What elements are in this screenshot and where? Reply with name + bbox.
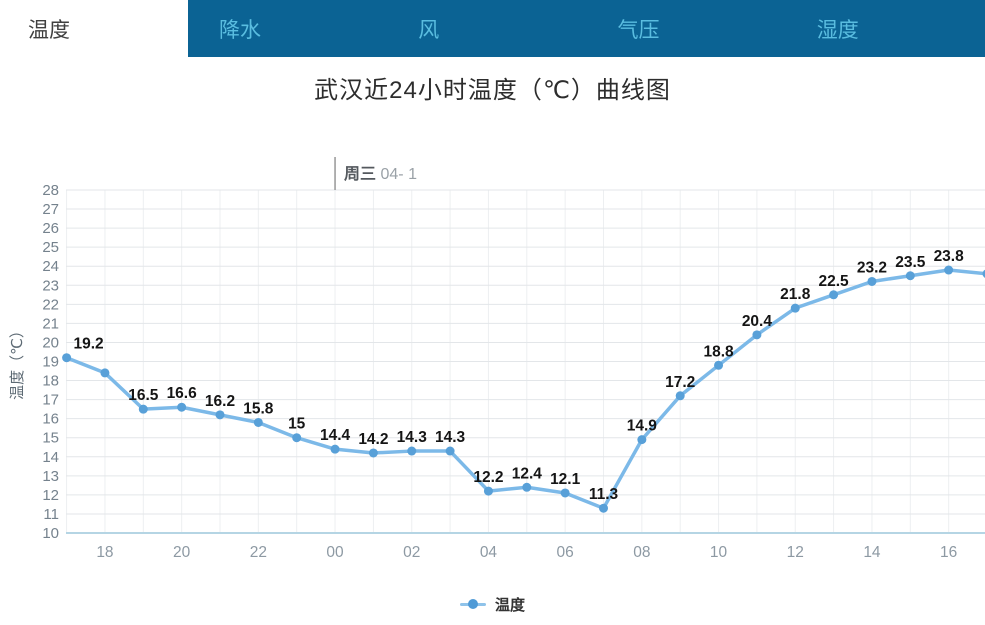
data-point-markers <box>62 265 985 513</box>
svg-text:16.6: 16.6 <box>167 385 198 402</box>
svg-text:10: 10 <box>710 544 728 561</box>
svg-text:02: 02 <box>403 544 420 561</box>
svg-text:00: 00 <box>326 544 344 561</box>
svg-text:23: 23 <box>42 277 59 294</box>
tab-wind-label: 风 <box>418 18 440 42</box>
svg-text:14.3: 14.3 <box>397 429 428 446</box>
legend-label: 温度 <box>494 596 525 614</box>
svg-text:23.5: 23.5 <box>895 254 926 271</box>
tab-precipitation-label: 降水 <box>219 18 261 42</box>
weather-tabbar: 温度 降水 风 气压 湿度 <box>0 0 985 57</box>
tab-humidity[interactable]: 湿度 <box>786 0 985 57</box>
svg-text:28: 28 <box>42 182 59 199</box>
svg-text:14.9: 14.9 <box>627 418 658 435</box>
svg-text:04: 04 <box>480 544 498 561</box>
svg-text:20: 20 <box>173 544 191 561</box>
svg-text:15.8: 15.8 <box>243 400 274 417</box>
svg-text:16.2: 16.2 <box>205 393 235 410</box>
x-axis-labels: 18 20 22 00 02 04 06 08 10 12 14 16 <box>96 544 957 561</box>
line-series-icon <box>459 599 486 609</box>
svg-text:10: 10 <box>42 525 59 542</box>
svg-text:12.4: 12.4 <box>512 465 543 482</box>
svg-text:19: 19 <box>42 354 59 371</box>
svg-text:15: 15 <box>288 416 306 433</box>
svg-text:18.8: 18.8 <box>703 343 734 360</box>
svg-text:14: 14 <box>42 449 59 466</box>
svg-text:08: 08 <box>633 544 650 561</box>
day-marker: 周三 04- 1 <box>334 157 417 190</box>
svg-text:27: 27 <box>42 201 59 218</box>
svg-text:14: 14 <box>863 544 881 561</box>
svg-text:20.4: 20.4 <box>742 313 773 330</box>
svg-text:22: 22 <box>250 544 267 561</box>
svg-text:16: 16 <box>42 411 59 428</box>
svg-text:16.5: 16.5 <box>128 387 159 404</box>
svg-text:21: 21 <box>42 315 59 332</box>
svg-text:23.2: 23.2 <box>857 259 887 276</box>
svg-text:11: 11 <box>43 506 59 523</box>
svg-text:18: 18 <box>42 373 59 390</box>
svg-text:21.8: 21.8 <box>780 286 811 303</box>
svg-text:13: 13 <box>42 468 59 485</box>
legend-item-temperature[interactable]: 温度 <box>0 591 985 617</box>
tabbar-right-group: 降水 风 气压 湿度 <box>188 0 985 57</box>
svg-text:12.1: 12.1 <box>550 471 581 488</box>
svg-text:25: 25 <box>42 239 59 256</box>
y-gridlines <box>66 189 985 515</box>
svg-text:14.4: 14.4 <box>320 427 351 444</box>
svg-text:22: 22 <box>42 296 59 313</box>
svg-text:14.2: 14.2 <box>358 431 388 448</box>
svg-text:12: 12 <box>42 487 59 504</box>
y-axis-title: 温度（℃） <box>9 323 26 400</box>
svg-text:23.8: 23.8 <box>934 248 965 265</box>
svg-text:12: 12 <box>787 544 804 561</box>
tab-temperature[interactable]: 温度 <box>0 0 188 57</box>
svg-text:19.2: 19.2 <box>74 336 104 353</box>
svg-text:周三 04- 1: 周三 04- 1 <box>344 165 417 183</box>
svg-text:24: 24 <box>42 258 59 275</box>
tab-wind[interactable]: 风 <box>387 0 586 57</box>
tab-pressure-label: 气压 <box>617 18 660 42</box>
tab-humidity-label: 湿度 <box>816 18 859 42</box>
svg-text:16: 16 <box>940 544 957 561</box>
svg-text:22.5: 22.5 <box>819 273 850 290</box>
tab-precipitation[interactable]: 降水 <box>188 0 387 57</box>
svg-text:14.3: 14.3 <box>435 429 466 446</box>
svg-text:26: 26 <box>42 220 59 237</box>
svg-text:06: 06 <box>557 544 574 561</box>
svg-text:17.2: 17.2 <box>665 374 695 391</box>
svg-text:20: 20 <box>42 334 59 351</box>
temperature-line-chart[interactable]: 10 11 12 13 14 15 16 17 18 19 20 21 22 23 24 25 26 27 28 18… <box>0 140 985 585</box>
data-point-labels: 19.2 16.5 16.6 16.2 15.8 15 14.4 14.2 14.3 14.3 12… <box>74 248 965 503</box>
svg-text:18: 18 <box>96 544 113 561</box>
tab-pressure[interactable]: 气压 <box>587 0 786 57</box>
svg-text:15: 15 <box>42 430 59 447</box>
svg-text:17: 17 <box>42 392 59 409</box>
tab-temperature-label: 温度 <box>28 18 70 42</box>
svg-text:12.2: 12.2 <box>473 469 503 486</box>
chart-title: 武汉近24小时温度（℃）曲线图 <box>314 77 671 104</box>
y-axis-labels: 10 11 12 13 14 15 16 17 18 19 20 21 22 23 24 25 26 27 28 <box>42 182 59 542</box>
svg-text:11.3: 11.3 <box>589 486 619 503</box>
